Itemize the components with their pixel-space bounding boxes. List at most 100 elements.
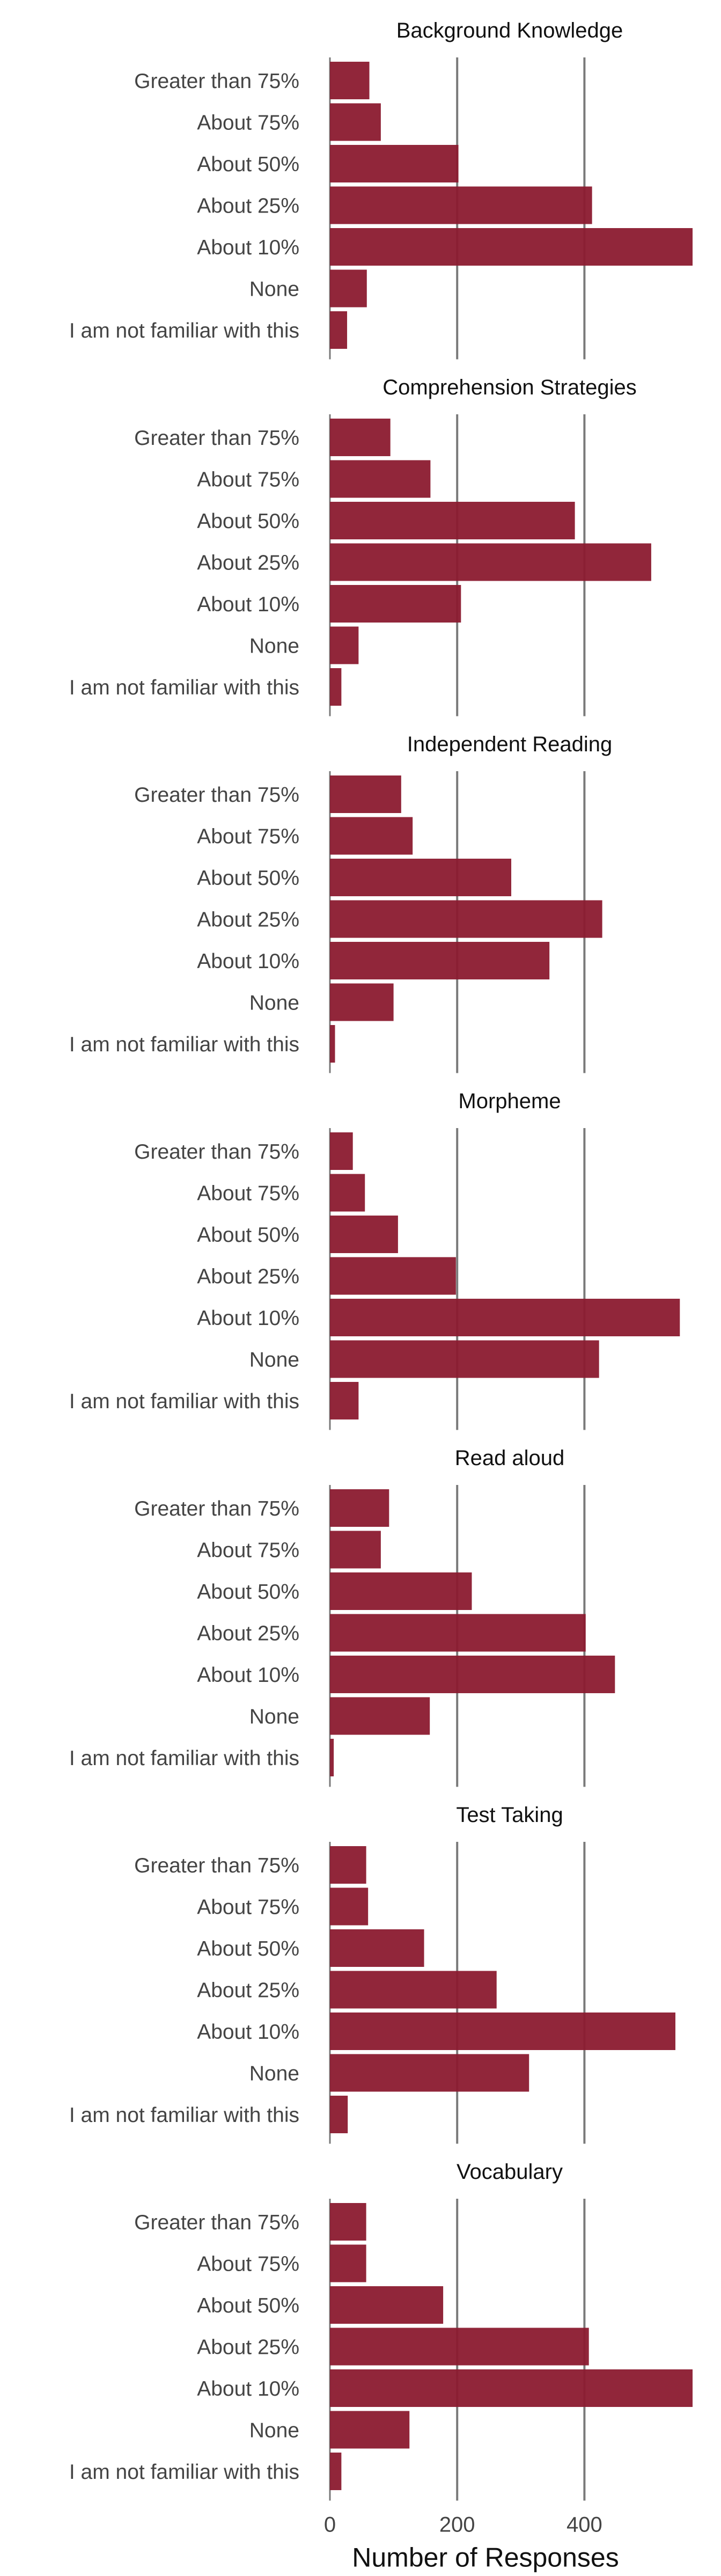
chart-panels: Background Knowledge Greater than 75% Abou…: [69, 19, 693, 2501]
x-axis: 0 200 400: [324, 2513, 602, 2537]
bar: [330, 502, 575, 539]
bar: [330, 1531, 381, 1569]
category-label: About 25%: [197, 1979, 299, 2002]
bar: [330, 1174, 365, 1212]
bar: [330, 1697, 430, 1735]
category-label: Greater than 75%: [134, 427, 299, 450]
panel: Read aloud Greater than 75% About 75% About…: [69, 1446, 615, 1787]
category-label: I am not familiar with this: [69, 676, 299, 699]
category-label: About 25%: [197, 1622, 299, 1645]
category-label: About 10%: [197, 593, 299, 616]
bar: [330, 1739, 334, 1776]
category-label: I am not familiar with this: [69, 2461, 299, 2484]
bar: [330, 1340, 599, 1378]
bar: [330, 2411, 410, 2449]
panel: Morpheme Greater than 75% About 75% About 5…: [69, 1089, 680, 1430]
category-label: Greater than 75%: [134, 1140, 299, 1163]
category-label: About 75%: [197, 469, 299, 492]
bar: [330, 311, 348, 349]
category-label: About 10%: [197, 1664, 299, 1687]
panel-title: Independent Reading: [407, 733, 613, 756]
bar: [330, 103, 381, 141]
bar: [330, 626, 359, 664]
category-label: About 75%: [197, 1896, 299, 1919]
x-tick-label: 200: [439, 2513, 475, 2537]
category-label: About 10%: [197, 236, 299, 259]
bar: [330, 983, 394, 1021]
category-label: About 25%: [197, 909, 299, 932]
category-label: About 50%: [197, 1937, 299, 1960]
bar: [330, 2054, 529, 2092]
panel-title: Test Taking: [456, 1803, 563, 1827]
category-label: None: [249, 2419, 299, 2442]
x-axis-title: Number of Responses: [352, 2543, 619, 2573]
category-label: About 50%: [197, 867, 299, 890]
bar: [330, 1132, 353, 1170]
bar: [330, 186, 592, 224]
category-label: Greater than 75%: [134, 2211, 299, 2234]
category-label: About 50%: [197, 1224, 299, 1247]
bar: [330, 1257, 456, 1295]
category-label: None: [249, 2062, 299, 2085]
bar: [330, 2369, 693, 2407]
bar: [330, 1846, 366, 1884]
bar: [330, 1656, 615, 1693]
category-label: About 10%: [197, 2377, 299, 2401]
bar: [330, 859, 512, 896]
x-tick-label: 400: [566, 2513, 602, 2537]
category-label: None: [249, 1706, 299, 1729]
category-label: Greater than 75%: [134, 1854, 299, 1877]
bar: [330, 1929, 424, 1967]
bar: [330, 2286, 444, 2324]
bar: [330, 2012, 675, 2050]
panel: Vocabulary Greater than 75% About 75% About…: [69, 2160, 693, 2501]
category-label: None: [249, 992, 299, 1015]
panel-title: Morpheme: [458, 1089, 561, 1113]
bar: [330, 269, 367, 308]
bar: [330, 145, 459, 182]
panel: Comprehension Strategies Greater than 75%…: [69, 376, 651, 716]
bar: [330, 942, 550, 979]
category-label: Greater than 75%: [134, 70, 299, 93]
category-label: None: [249, 278, 299, 301]
category-label: About 75%: [197, 1539, 299, 1562]
category-label: About 25%: [197, 2336, 299, 2359]
bar: [330, 2453, 342, 2490]
bar: [330, 775, 401, 813]
bar: [330, 1216, 398, 1253]
category-label: About 25%: [197, 552, 299, 575]
category-label: About 75%: [197, 2253, 299, 2276]
category-label: I am not familiar with this: [69, 319, 299, 342]
panel-title: Read aloud: [455, 1446, 565, 1470]
panel: Background Knowledge Greater than 75% Abou…: [69, 19, 693, 360]
category-label: About 10%: [197, 2021, 299, 2044]
bar: [330, 668, 342, 706]
bar: [330, 1489, 389, 1527]
category-label: About 50%: [197, 510, 299, 533]
bar: [330, 460, 431, 498]
bar: [330, 228, 693, 266]
bar: [330, 1299, 680, 1336]
category-label: About 10%: [197, 1307, 299, 1330]
bar: [330, 1025, 335, 1063]
bar: [330, 585, 461, 623]
category-label: Greater than 75%: [134, 1497, 299, 1520]
category-label: I am not familiar with this: [69, 1390, 299, 1413]
bar: [330, 62, 370, 99]
category-label: I am not familiar with this: [69, 1033, 299, 1056]
bar: [330, 1382, 359, 1419]
category-label: About 25%: [197, 1265, 299, 1289]
category-label: About 75%: [197, 112, 299, 135]
category-label: None: [249, 635, 299, 658]
panel-title: Background Knowledge: [396, 19, 623, 42]
bar: [330, 543, 651, 581]
bar: [330, 1971, 497, 2009]
category-label: I am not familiar with this: [69, 1747, 299, 1770]
bar: [330, 1572, 472, 1610]
category-label: About 75%: [197, 1182, 299, 1205]
panel: Test Taking Greater than 75% About 75% Abou…: [69, 1803, 675, 2144]
panel-title: Comprehension Strategies: [382, 376, 637, 399]
bar: [330, 419, 391, 456]
category-label: About 50%: [197, 153, 299, 176]
